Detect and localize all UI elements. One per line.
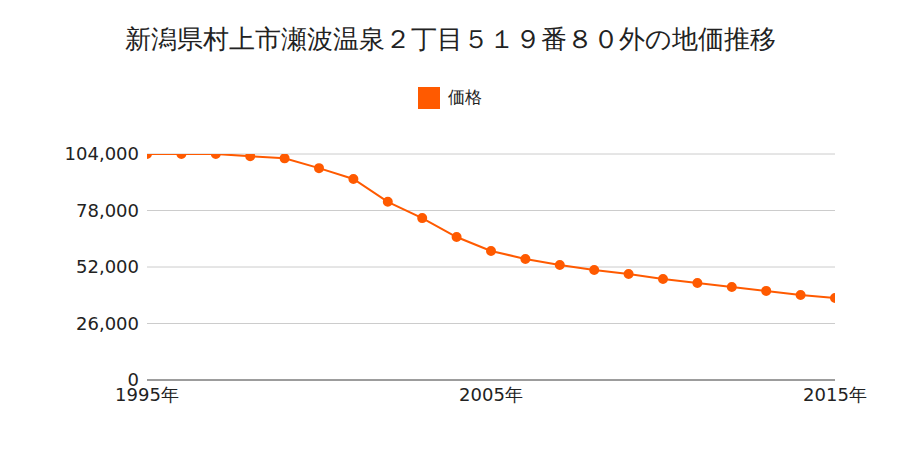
- html-text:新潟県村上市瀬波温泉２丁目５１９番８０外の地価推移: 新潟県村上市瀬波温泉２丁目５１９番８０外の地価推移: [124, 24, 776, 54]
- svg-text:26,000: 26,000: [76, 313, 139, 334]
- html-text:価格: 価格: [448, 87, 482, 107]
- svg-text:104,000: 104,000: [65, 143, 139, 164]
- svg-text:52,000: 52,000: [76, 256, 139, 277]
- svg-text:2005年: 2005年: [459, 384, 523, 405]
- svg-text:0: 0: [128, 369, 139, 390]
- svg-text:78,000: 78,000: [76, 200, 139, 221]
- svg-text:2015年: 2015年: [803, 384, 867, 405]
- svg-text:1995年: 1995年: [115, 384, 179, 405]
